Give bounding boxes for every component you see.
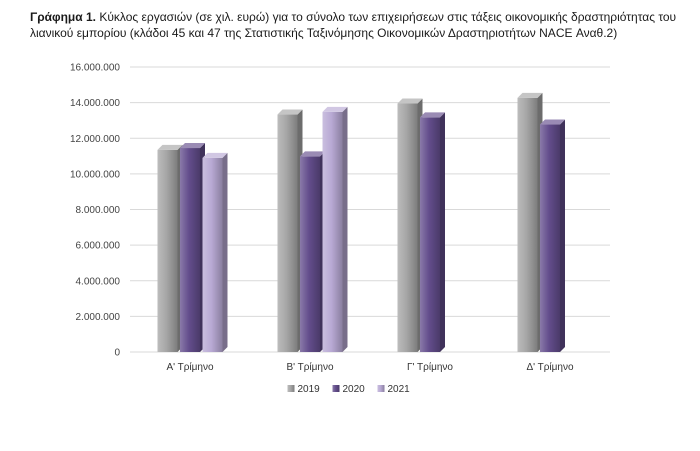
bar bbox=[157, 144, 183, 352]
y-tick-label: 2.000.000 bbox=[76, 312, 121, 323]
x-category-label: Δ' Τρίμηνο bbox=[526, 361, 574, 373]
legend-item: 2021 bbox=[377, 384, 411, 395]
bar bbox=[397, 98, 423, 352]
x-category-label: Α' Τρίμηνο bbox=[166, 361, 214, 373]
y-tick-label: 10.000.000 bbox=[70, 169, 120, 180]
y-tick-label: 14.000.000 bbox=[70, 98, 120, 109]
bar bbox=[202, 152, 228, 352]
caption-label: Γράφημα 1. bbox=[30, 10, 96, 24]
y-tick-label: 16.000.000 bbox=[70, 63, 120, 74]
y-tick-label: 4.000.000 bbox=[76, 276, 121, 287]
x-category-label: Γ' Τρίμηνο bbox=[407, 361, 453, 373]
y-tick-label: 12.000.000 bbox=[70, 134, 120, 145]
y-tick-label: 8.000.000 bbox=[76, 205, 121, 216]
caption-text: Κύκλος εργασιών (σε χιλ. ευρώ) για το σύ… bbox=[30, 10, 677, 40]
y-tick-label: 6.000.000 bbox=[76, 241, 121, 252]
legend-swatch bbox=[377, 385, 385, 392]
legend-label: 2019 bbox=[298, 384, 321, 395]
y-tick-label: 0 bbox=[114, 348, 120, 359]
legend-label: 2020 bbox=[343, 384, 366, 395]
bar bbox=[420, 112, 445, 352]
legend-item: 2020 bbox=[332, 384, 366, 395]
legend-label: 2021 bbox=[388, 384, 411, 395]
bar bbox=[540, 119, 565, 352]
bar bbox=[322, 106, 348, 352]
bar bbox=[277, 109, 303, 352]
legend-swatch bbox=[287, 385, 295, 392]
legend-swatch bbox=[332, 385, 340, 392]
bar bbox=[300, 151, 325, 352]
bar bbox=[180, 143, 205, 352]
legend-item: 2019 bbox=[287, 384, 321, 395]
x-category-label: Β' Τρίμηνο bbox=[286, 361, 334, 373]
chart-caption: Γράφημα 1. Κύκλος εργασιών (σε χιλ. ευρώ… bbox=[30, 9, 680, 41]
bar bbox=[517, 92, 543, 353]
